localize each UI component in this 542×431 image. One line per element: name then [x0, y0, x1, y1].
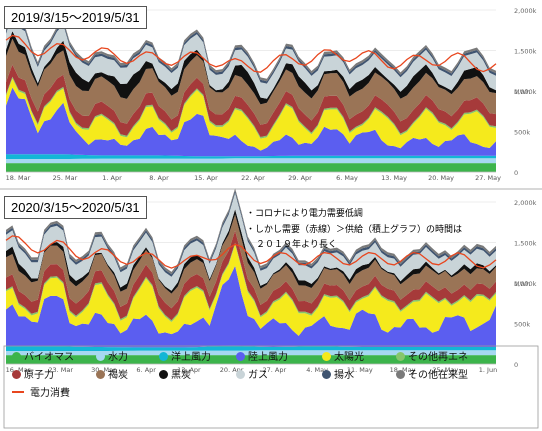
- legend-label: ガス: [248, 370, 268, 381]
- y-tick-label: 1,500k: [514, 240, 537, 248]
- area-9: [6, 31, 496, 105]
- y-axis-unit: MWh: [514, 88, 530, 96]
- y-tick-label: 1,000k: [514, 280, 537, 288]
- area-1: [6, 355, 496, 364]
- x-tick-label: 13. Apr: [177, 366, 201, 374]
- area-3: [6, 345, 496, 351]
- x-tick-label: 29. Apr: [288, 174, 312, 182]
- legend-swatch: [396, 370, 405, 379]
- legend-label: 洋上風力: [171, 352, 211, 363]
- legend-swatch: [236, 370, 245, 379]
- x-tick-label: 13. May: [381, 174, 407, 182]
- y-tick-label: 2,000k: [514, 199, 537, 207]
- x-tick-label: 1. Jun: [479, 366, 497, 374]
- x-tick-label: 23. Mar: [48, 366, 73, 374]
- x-tick-label: 15. Apr: [194, 174, 218, 182]
- x-tick-label: 20. May: [428, 174, 454, 182]
- area-10: [6, 193, 496, 291]
- legend-item-hydro: 水力: [96, 351, 128, 364]
- legend-frame: [3, 345, 539, 429]
- legend-label: 原子力: [24, 370, 54, 381]
- y-tick-label: 0: [514, 169, 518, 177]
- legend-label: 褐炭: [108, 370, 128, 381]
- area-4: [6, 265, 496, 348]
- legend-swatch: [159, 370, 168, 379]
- annotation-note-1: ・コロナにより電力需要低調: [246, 209, 363, 219]
- x-tick-label: 4. May: [306, 366, 328, 374]
- x-tick-label: 22. Apr: [241, 174, 265, 182]
- area-2: [6, 158, 496, 164]
- y-tick-label: 500k: [514, 321, 530, 329]
- legend-swatch: [322, 370, 331, 379]
- x-tick-label: 18. Mar: [6, 174, 31, 182]
- area-2: [6, 350, 496, 356]
- legend-item-onshore-wind: 陸上風力: [236, 351, 288, 364]
- legend-label: その他再エネ: [408, 352, 468, 363]
- annotation-note-2: ・しかし需要（赤線）＞供給（積上グラフ）の時間は: [246, 225, 463, 235]
- area-5: [6, 78, 496, 151]
- legend-swatch: [96, 352, 105, 361]
- legend-swatch: [159, 352, 168, 361]
- x-tick-label: 27. Apr: [263, 366, 287, 374]
- legend-label: その他在来型: [408, 370, 468, 381]
- legend-item-biomass: バイオマス: [12, 351, 74, 364]
- legend-item-nuclear: 原子力: [12, 369, 54, 382]
- area-1: [6, 163, 496, 172]
- x-tick-label: 6. Apr: [136, 366, 156, 374]
- legend-item-other-conventional: その他在来型: [396, 369, 468, 382]
- legend-label: 陸上風力: [248, 352, 288, 363]
- y-tick-label: 1,000k: [514, 88, 537, 96]
- legend-item-hard-coal: 黒炭: [159, 369, 191, 382]
- area-5: [6, 244, 496, 336]
- legend-item-other-renewables: その他再エネ: [396, 351, 468, 364]
- area-3: [6, 154, 496, 159]
- legend-label: 黒炭: [171, 370, 191, 381]
- area-8: [6, 214, 496, 309]
- legend-label: 水力: [108, 352, 128, 363]
- y-tick-label: 2,000k: [514, 7, 537, 15]
- legend-swatch: [12, 391, 24, 393]
- area-7: [6, 230, 496, 321]
- x-tick-label: 11. May: [347, 366, 373, 374]
- legend-item-gas: ガス: [236, 369, 268, 382]
- y-tick-label: 500k: [514, 129, 530, 137]
- legend-label: バイオマス: [24, 352, 74, 363]
- area-8: [6, 38, 496, 125]
- x-tick-label: 8. Apr: [149, 174, 169, 182]
- legend-item-solar: 太陽光: [322, 351, 364, 364]
- chart-2-title: 2020/3/15～2020/5/31: [4, 196, 147, 219]
- legend-label: 電力消費: [30, 388, 70, 399]
- legend-swatch: [12, 352, 21, 361]
- legend-item-lignite: 褐炭: [96, 369, 128, 382]
- x-tick-label: 25. May: [432, 366, 458, 374]
- x-tick-label: 27. May: [475, 174, 501, 182]
- y-tick-label: 1,500k: [514, 48, 537, 56]
- legend-swatch: [236, 352, 245, 361]
- legend-item-offshore-wind: 洋上風力: [159, 351, 211, 364]
- consumption-line: [5, 34, 497, 73]
- legend-swatch: [96, 370, 105, 379]
- legend-item-consumption: 電力消費: [12, 387, 70, 400]
- legend-swatch: [12, 370, 21, 379]
- chart-1-title: 2019/3/15～2019/5/31: [4, 6, 147, 29]
- legend-swatch: [322, 352, 331, 361]
- legend-item-pumped-storage: 揚水: [322, 369, 354, 382]
- consumption-line: [5, 235, 497, 269]
- y-tick-label: 0: [514, 361, 518, 369]
- area-4: [6, 87, 496, 157]
- legend-label: 太陽光: [334, 352, 364, 363]
- x-tick-label: 20. Apr: [220, 366, 244, 374]
- x-tick-label: 25. Mar: [53, 174, 78, 182]
- x-tick-label: 1. Apr: [102, 174, 122, 182]
- y-axis-unit: MWh: [514, 280, 530, 288]
- x-tick-label: 30. Mar: [91, 366, 116, 374]
- legend-label: 揚水: [334, 370, 354, 381]
- annotation-note-3: ２０１９年より長く: [256, 240, 337, 250]
- area-10: [6, 14, 496, 99]
- x-tick-label: 6. May: [336, 174, 358, 182]
- legend-swatch: [396, 352, 405, 361]
